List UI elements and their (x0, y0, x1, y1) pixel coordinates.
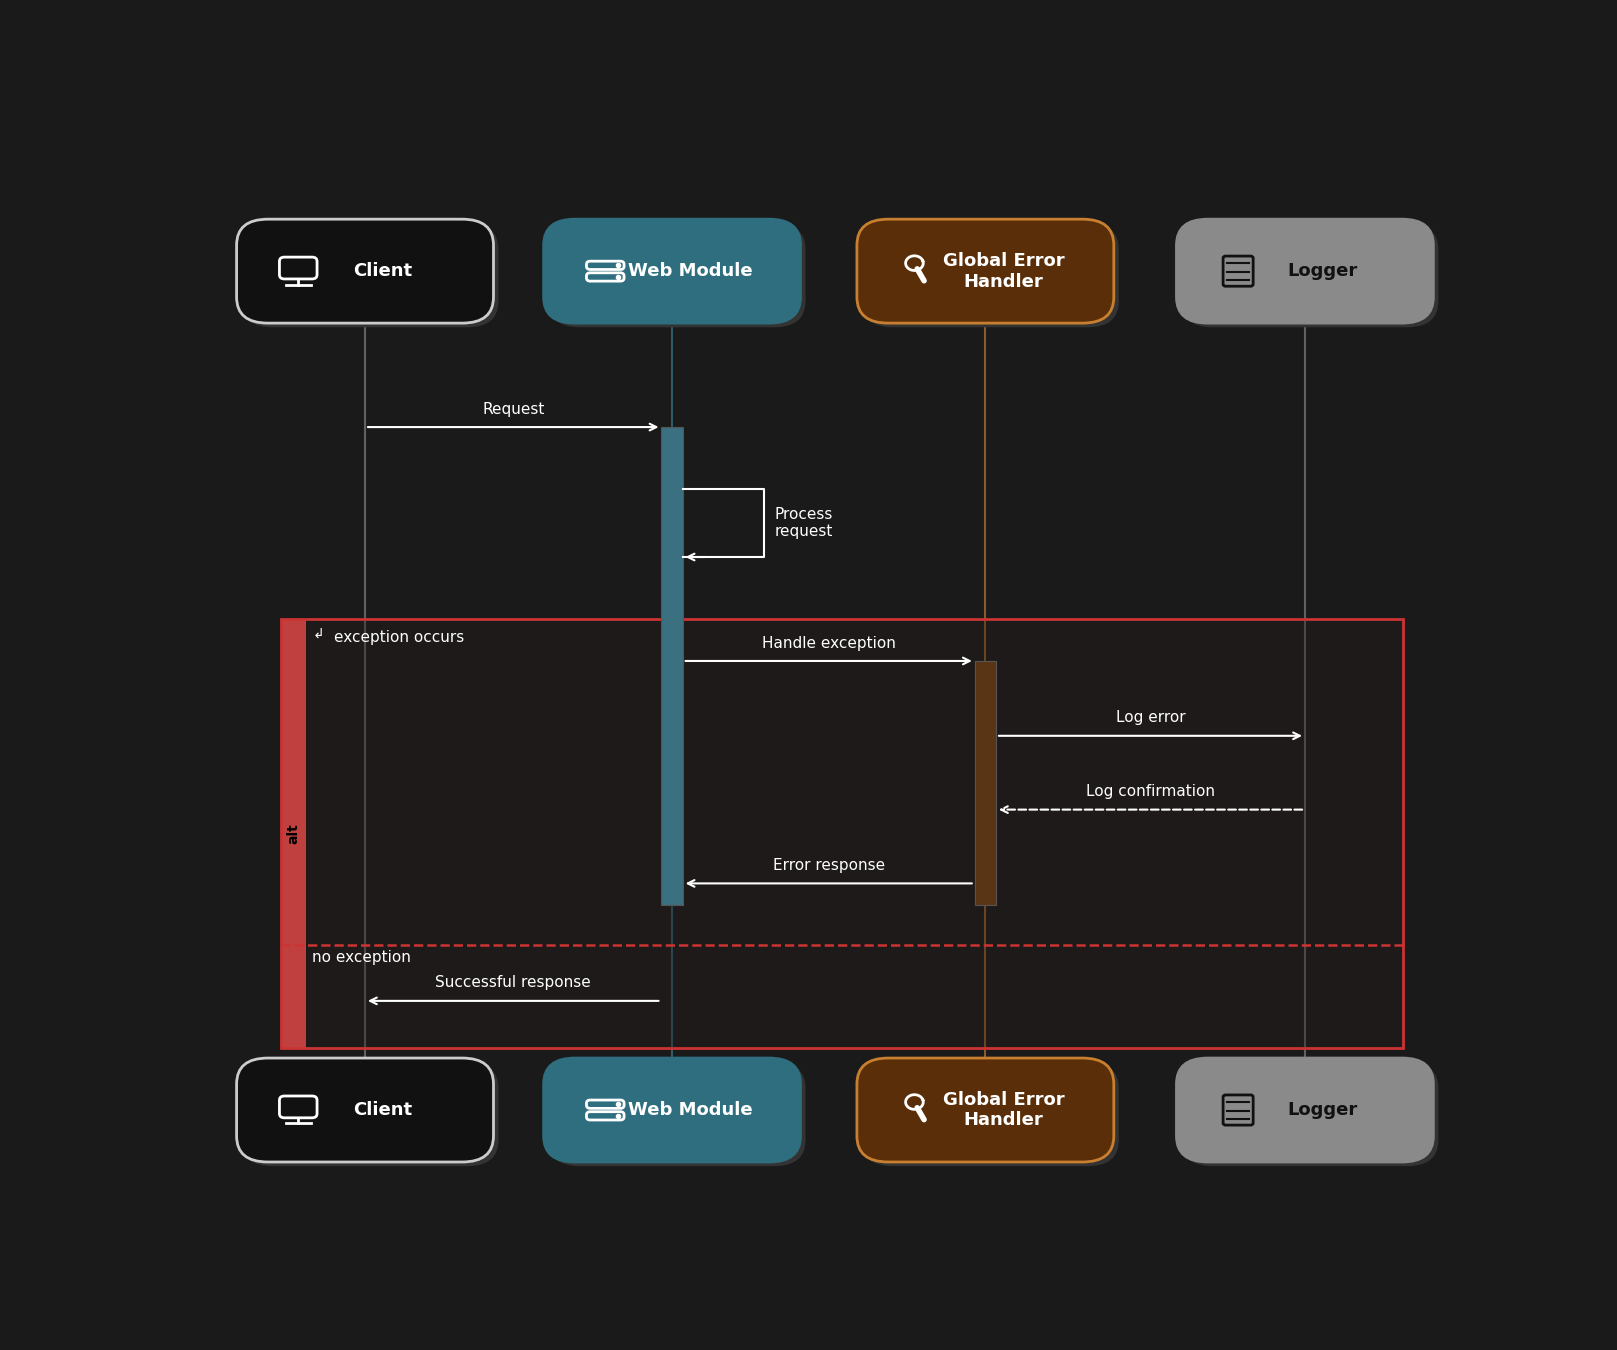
FancyBboxPatch shape (857, 1058, 1114, 1162)
Text: Request: Request (482, 402, 545, 417)
FancyBboxPatch shape (1177, 1058, 1433, 1162)
FancyBboxPatch shape (543, 1058, 800, 1162)
Text: ↲: ↲ (312, 628, 323, 641)
FancyBboxPatch shape (548, 1062, 805, 1166)
FancyBboxPatch shape (241, 1062, 498, 1166)
Text: alt: alt (286, 824, 301, 844)
FancyBboxPatch shape (857, 219, 1114, 323)
Text: Logger: Logger (1287, 1102, 1358, 1119)
FancyBboxPatch shape (236, 219, 493, 323)
Text: Web Module: Web Module (627, 262, 752, 281)
Text: Log confirmation: Log confirmation (1087, 784, 1214, 799)
FancyBboxPatch shape (548, 223, 805, 327)
FancyBboxPatch shape (1177, 219, 1433, 323)
Text: no exception: no exception (312, 950, 411, 965)
Text: Log error: Log error (1116, 710, 1185, 725)
Bar (281, 620, 1402, 1048)
Bar (975, 662, 996, 906)
Text: Logger: Logger (1287, 262, 1358, 281)
FancyBboxPatch shape (862, 1062, 1119, 1166)
Text: Process
request: Process request (775, 508, 833, 540)
FancyBboxPatch shape (241, 223, 498, 327)
Text: Client: Client (354, 262, 412, 281)
Bar (281, 620, 1402, 1048)
Text: Client: Client (354, 1102, 412, 1119)
Text: Handle exception: Handle exception (762, 636, 896, 651)
Bar (281, 620, 306, 1048)
Bar (661, 427, 682, 906)
FancyBboxPatch shape (236, 1058, 493, 1162)
Text: Global Error
Handler: Global Error Handler (943, 251, 1064, 290)
FancyBboxPatch shape (1182, 223, 1439, 327)
FancyBboxPatch shape (1182, 1062, 1439, 1166)
FancyBboxPatch shape (862, 223, 1119, 327)
Text: Error response: Error response (773, 859, 884, 873)
Text: Global Error
Handler: Global Error Handler (943, 1091, 1064, 1130)
Text: exception occurs: exception occurs (333, 629, 464, 645)
FancyBboxPatch shape (543, 219, 800, 323)
Text: Successful response: Successful response (435, 976, 592, 991)
Text: Web Module: Web Module (627, 1102, 752, 1119)
